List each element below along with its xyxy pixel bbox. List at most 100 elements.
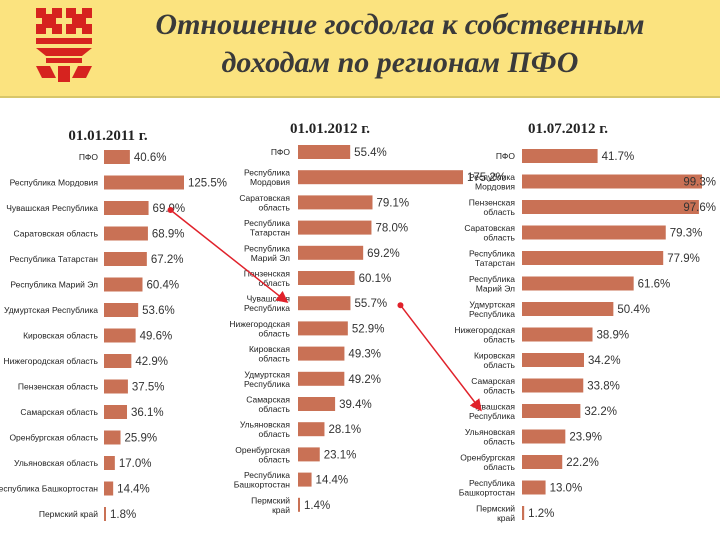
category-label: Нижегородская область bbox=[4, 356, 99, 366]
category-label: Республика Марий Эл bbox=[10, 280, 98, 290]
bar bbox=[104, 507, 106, 521]
category-label: Кировская область bbox=[249, 344, 291, 364]
chuvash-emblem-icon bbox=[36, 8, 92, 82]
data-label: 1.8% bbox=[110, 509, 136, 521]
category-label: Ульяновская область bbox=[14, 458, 99, 468]
category-label: Чувашская Республика bbox=[6, 203, 98, 213]
bar bbox=[522, 429, 566, 444]
category-label: Нижегородская область bbox=[454, 325, 515, 345]
bar bbox=[522, 225, 666, 240]
data-label: 68.9% bbox=[152, 229, 185, 241]
bar bbox=[104, 405, 128, 419]
title-line-2: доходам по регионам ПФО bbox=[221, 46, 579, 79]
data-label: 41.7% bbox=[602, 151, 635, 163]
chart-panel-2: 01.01.2012 г. ПФО 55.4% Республика Мордовия 1… bbox=[229, 121, 506, 515]
category-label: Пензенская область bbox=[244, 269, 291, 289]
category-label: Республика Татарстан bbox=[244, 218, 290, 238]
category-label: Республика Марий Эл bbox=[244, 243, 290, 262]
data-label: 67.2% bbox=[151, 254, 184, 266]
category-label: Республика Мордовия bbox=[469, 172, 515, 192]
chart-title: 01.01.2011 г. bbox=[68, 128, 148, 144]
category-label: Оренбургская область bbox=[460, 453, 515, 473]
trend-arrow-start bbox=[397, 302, 404, 309]
trend-arrow-start bbox=[167, 207, 174, 213]
bar bbox=[104, 456, 115, 470]
data-label: 77.9% bbox=[667, 253, 700, 265]
bar bbox=[522, 302, 614, 316]
data-label: 99.3% bbox=[683, 177, 716, 189]
category-label: Пензенская область bbox=[469, 198, 516, 218]
data-label: 14.4% bbox=[117, 484, 150, 496]
category-label: Кировская область bbox=[23, 331, 98, 341]
bar bbox=[522, 404, 581, 418]
data-label: 79.1% bbox=[376, 197, 409, 209]
data-label: 97.6% bbox=[683, 202, 716, 214]
bar bbox=[104, 430, 121, 445]
bar bbox=[298, 271, 355, 285]
trend-arrow bbox=[170, 209, 289, 304]
bar bbox=[104, 481, 114, 496]
data-label: 69.2% bbox=[367, 248, 400, 260]
bar bbox=[522, 200, 699, 214]
category-label: Оренбургская область bbox=[235, 445, 290, 465]
bar bbox=[522, 251, 664, 265]
category-label: Удмуртская Республика bbox=[469, 300, 515, 320]
data-label: 1.2% bbox=[528, 508, 554, 520]
bar bbox=[104, 226, 148, 241]
data-label: 34.2% bbox=[588, 355, 621, 367]
bar bbox=[522, 480, 546, 495]
category-label: ПФО bbox=[496, 151, 516, 161]
category-label: ПФО bbox=[79, 152, 99, 162]
category-label: Самарская область bbox=[246, 395, 290, 415]
category-label: Пензенская область bbox=[18, 382, 99, 392]
bar bbox=[298, 321, 348, 336]
title-banner bbox=[0, 0, 720, 98]
data-label: 22.2% bbox=[566, 457, 599, 469]
bar bbox=[104, 252, 147, 266]
bar bbox=[104, 379, 128, 394]
bar bbox=[298, 346, 345, 361]
data-label: 28.1% bbox=[328, 424, 361, 436]
data-label: 60.4% bbox=[147, 280, 180, 292]
data-label: 40.6% bbox=[134, 152, 167, 164]
category-label: Оренбургская область bbox=[9, 433, 98, 443]
category-label: Республика Башкортостан bbox=[234, 470, 291, 490]
data-label: 50.4% bbox=[617, 304, 650, 316]
bar bbox=[104, 150, 130, 164]
data-label: 79.3% bbox=[670, 228, 703, 240]
data-label: 175.2% bbox=[467, 172, 506, 184]
category-label: Чувашская Республика bbox=[244, 294, 290, 314]
bar bbox=[298, 245, 364, 260]
bar bbox=[298, 497, 300, 512]
data-label: 17.0% bbox=[119, 458, 152, 470]
category-label: Республика Марий Эл bbox=[469, 274, 515, 294]
category-label: Нижегородская область bbox=[229, 319, 290, 339]
category-label: Республика Башкортостан bbox=[0, 484, 98, 494]
bar bbox=[104, 354, 132, 368]
data-label: 23.1% bbox=[324, 449, 357, 461]
category-label: Пермский край bbox=[39, 509, 98, 519]
category-label: Республика Башкортостан bbox=[459, 478, 516, 498]
data-label: 25.9% bbox=[125, 433, 158, 445]
data-label: 55.4% bbox=[354, 147, 387, 159]
chart-title: 01.01.2012 г. bbox=[290, 121, 370, 137]
data-label: 42.9% bbox=[135, 356, 168, 368]
data-label: 125.5% bbox=[188, 178, 227, 190]
data-label: 36.1% bbox=[131, 407, 164, 419]
bar bbox=[298, 371, 345, 386]
bar bbox=[104, 328, 136, 343]
data-label: 1.4% bbox=[304, 500, 330, 512]
category-label: Республика Мордовия bbox=[10, 178, 99, 188]
bar bbox=[298, 472, 312, 487]
data-label: 37.5% bbox=[132, 382, 165, 394]
data-label: 39.4% bbox=[339, 399, 372, 411]
data-label: 33.8% bbox=[587, 381, 620, 393]
category-label: Республика Мордовия bbox=[244, 168, 290, 188]
category-label: Пермский край bbox=[251, 495, 290, 515]
category-label: Пермский край bbox=[476, 504, 515, 524]
data-label: 49.2% bbox=[348, 374, 381, 386]
data-label: 55.7% bbox=[354, 298, 387, 310]
bar bbox=[522, 353, 584, 367]
title-line-1: Отношение госдолга к собственным bbox=[155, 8, 645, 41]
